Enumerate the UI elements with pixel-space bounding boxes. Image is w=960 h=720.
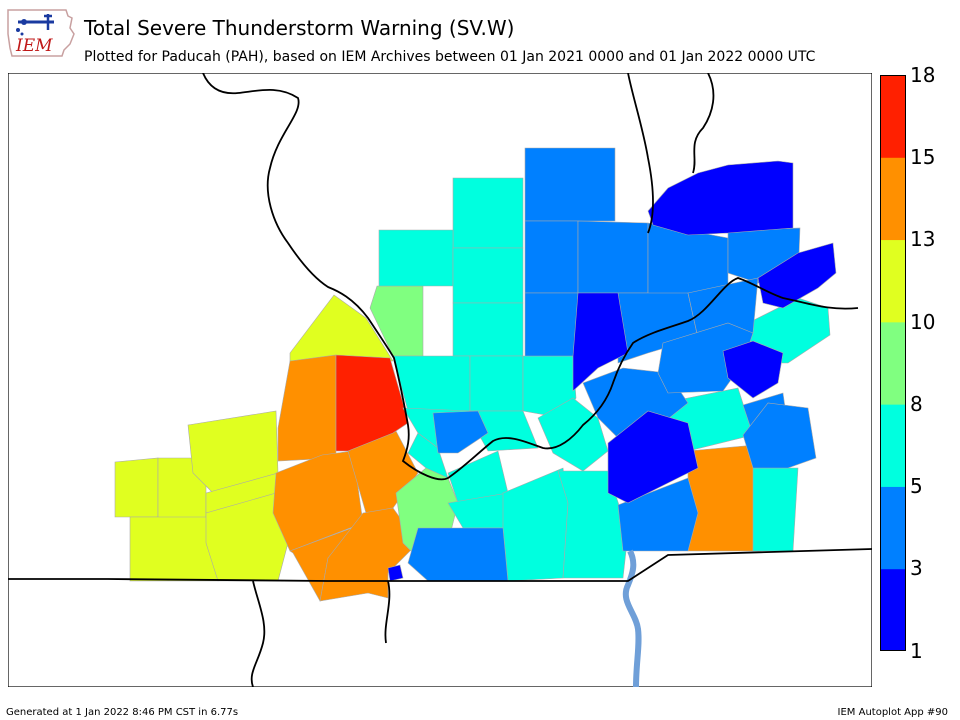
app-credit: IEM Autoplot App #90 [837, 707, 948, 718]
colorbar-bin [880, 404, 906, 487]
iem-logo-text: IEM [15, 36, 53, 56]
county-group-darkblue [387, 160, 837, 582]
colorbar-tick: 18 [910, 63, 936, 87]
map-title: Total Severe Thunderstorm Warning (SV.W) [84, 16, 515, 40]
warning-count-map [7, 72, 873, 688]
colorbar-tick: 5 [910, 474, 923, 498]
colorbar-tick: 1 [910, 639, 923, 663]
colorbar-bin [880, 568, 906, 652]
colorbar-bin [880, 157, 906, 241]
colorbar-tick: 10 [910, 310, 936, 334]
county-group-blue [407, 147, 817, 582]
colorbar-tick: 13 [910, 227, 936, 251]
iem-logo: IEM [4, 4, 76, 60]
colorbar [880, 75, 906, 652]
colorbar-tick: 15 [910, 145, 936, 169]
colorbar-tick: 8 [910, 392, 923, 416]
colorbar-tick: 3 [910, 556, 923, 580]
county-group-orange [272, 354, 757, 602]
county-group-yellow [114, 294, 394, 582]
generated-note: Generated at 1 Jan 2022 8:46 PM CST in 6… [6, 707, 239, 718]
county-red [335, 354, 409, 452]
colorbar-bin [880, 321, 906, 405]
river [622, 549, 642, 688]
map-subtitle: Plotted for Paducah (PAH), based on IEM … [84, 49, 816, 65]
colorbar-bin [880, 75, 906, 158]
state-borders [8, 72, 873, 688]
colorbar-bin [880, 486, 906, 570]
colorbar-bin [880, 239, 906, 323]
